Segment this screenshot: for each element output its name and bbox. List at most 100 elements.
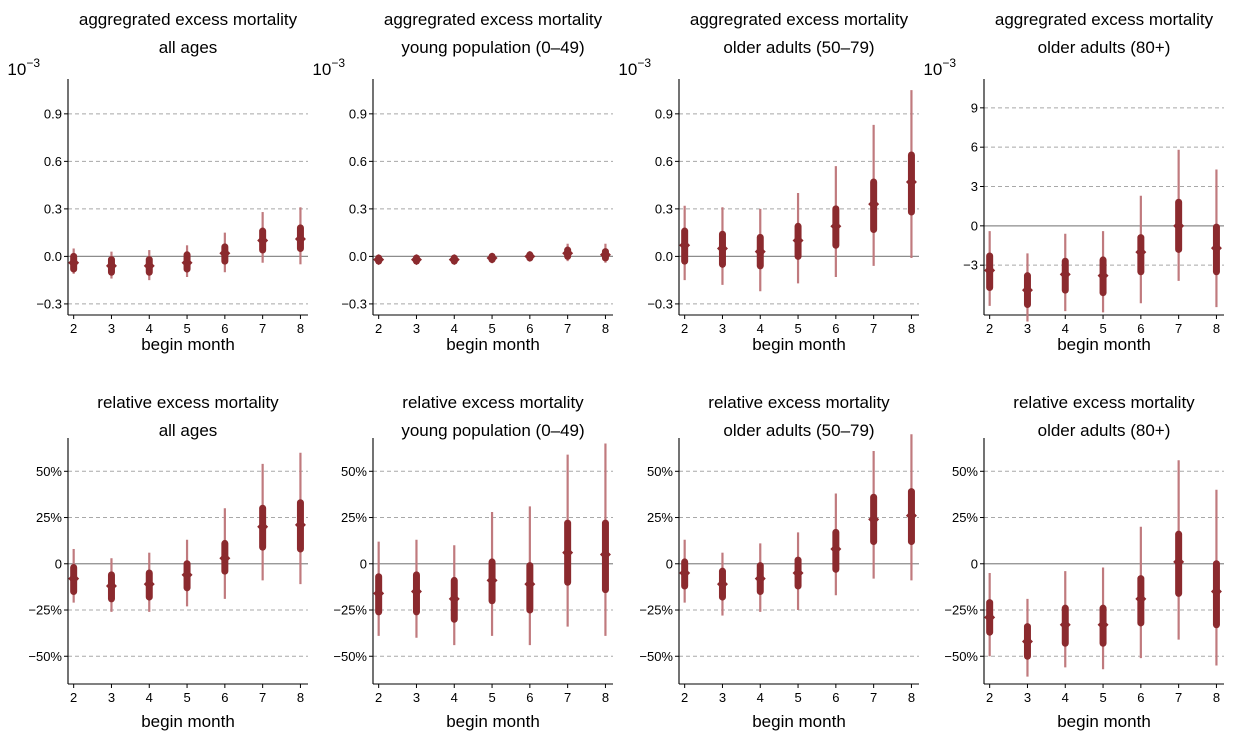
x-tick-label: 6: [221, 690, 228, 705]
y-tick-label: 0.6: [44, 154, 62, 169]
y-tick-label: −0.3: [36, 296, 62, 311]
panel-1: aggregrated excess mortality all ages −0.3…: [7, 10, 308, 354]
panel-3: aggregrated excess mortality older adults…: [618, 10, 919, 354]
panel-8: relative excess mortality older adults (8…: [944, 393, 1224, 731]
y-tick-label: 6: [971, 140, 978, 155]
estimate-point: [219, 552, 231, 564]
panel-title: all ages: [159, 38, 218, 57]
estimate-point: [868, 198, 880, 210]
panel-title: relative excess mortality: [1013, 393, 1195, 412]
multiplier-exponent: −3: [331, 56, 345, 70]
estimate-point: [754, 246, 766, 258]
estimate-point: [792, 235, 804, 247]
x-tick-label: 7: [1175, 690, 1182, 705]
x-axis-label: begin month: [1057, 712, 1151, 731]
x-tick-label: 7: [259, 690, 266, 705]
x-axis-label: begin month: [446, 335, 540, 354]
panel-title: older adults (50–79): [723, 38, 874, 57]
estimate-point: [294, 519, 306, 531]
y-tick-label: −25%: [944, 603, 978, 618]
estimate-point: [1021, 635, 1033, 647]
y-tick-label: 0.0: [655, 249, 673, 264]
y-tick-label: −0.3: [647, 296, 673, 311]
x-tick-label: 6: [526, 321, 533, 336]
x-tick-label: 7: [564, 321, 571, 336]
panel-6: relative excess mortality young populatio…: [333, 393, 613, 731]
estimate-point: [524, 250, 536, 262]
estimate-point: [1135, 593, 1147, 605]
estimate-point: [984, 264, 996, 276]
y-tick-label: 50%: [952, 464, 978, 479]
x-tick-label: 6: [832, 690, 839, 705]
panel-title: aggregrated excess mortality: [384, 10, 603, 29]
estimate-point: [1021, 284, 1033, 296]
y-tick-label: 0: [666, 556, 673, 571]
x-tick-label: 3: [1024, 321, 1031, 336]
x-tick-label: 2: [70, 690, 77, 705]
estimate-point: [1173, 220, 1185, 232]
x-tick-label: 5: [488, 321, 495, 336]
y-tick-label: 0.3: [349, 201, 367, 216]
x-axis-label: begin month: [446, 712, 540, 731]
estimate-point: [905, 510, 917, 522]
panel-title: aggregrated excess mortality: [995, 10, 1214, 29]
estimate-point: [373, 254, 385, 266]
estimate-point: [679, 567, 691, 579]
panel-title: older adults (80+): [1038, 421, 1171, 440]
x-tick-label: 3: [413, 690, 420, 705]
panel-5: relative excess mortality all ages −50% −25…: [28, 393, 308, 731]
y-tick-label: 50%: [341, 464, 367, 479]
x-tick-label: 5: [794, 690, 801, 705]
estimate-point: [448, 593, 460, 605]
axis-multiplier: 10−3: [618, 56, 651, 79]
multiplier-exponent: −3: [637, 56, 651, 70]
x-tick-label: 4: [1062, 321, 1069, 336]
estimate-point: [792, 567, 804, 579]
estimate-point: [1059, 268, 1071, 280]
multiplier-base: 10: [618, 60, 637, 79]
y-tick-label: −25%: [28, 603, 62, 618]
estimate-point: [410, 586, 422, 598]
x-tick-label: 4: [1062, 690, 1069, 705]
x-tick-label: 3: [413, 321, 420, 336]
multiplier-exponent: −3: [942, 56, 956, 70]
estimate-point: [294, 233, 306, 245]
y-tick-label: 0: [360, 556, 367, 571]
y-tick-label: 0.0: [44, 249, 62, 264]
x-axis-label: begin month: [752, 712, 846, 731]
x-tick-label: 7: [564, 690, 571, 705]
estimate-point: [562, 247, 574, 259]
estimate-point: [486, 574, 498, 586]
multiplier-base: 10: [312, 60, 331, 79]
estimate-point: [1210, 586, 1222, 598]
panel-title: aggregrated excess mortality: [690, 10, 909, 29]
estimate-point: [754, 573, 766, 585]
x-tick-label: 8: [1213, 321, 1220, 336]
panel-4: aggregrated excess mortality older adults…: [923, 10, 1224, 354]
estimate-point: [716, 242, 728, 254]
estimate-point: [1210, 242, 1222, 254]
x-tick-label: 5: [794, 321, 801, 336]
x-tick-label: 2: [375, 321, 382, 336]
estimate-point: [181, 257, 193, 269]
estimate-point: [905, 176, 917, 188]
estimate-point: [1059, 619, 1071, 631]
x-tick-label: 7: [259, 321, 266, 336]
estimate-point: [1097, 619, 1109, 631]
estimate-point: [257, 521, 269, 533]
estimate-point: [410, 254, 422, 266]
estimate-point: [68, 573, 80, 585]
x-tick-label: 4: [146, 321, 153, 336]
x-tick-label: 8: [602, 690, 609, 705]
x-tick-label: 4: [757, 690, 764, 705]
x-tick-label: 7: [1175, 321, 1182, 336]
y-tick-label: 50%: [36, 464, 62, 479]
x-tick-label: 3: [719, 690, 726, 705]
estimate-point: [373, 587, 385, 599]
x-tick-label: 7: [870, 690, 877, 705]
estimate-point: [1135, 246, 1147, 258]
estimate-point: [984, 611, 996, 623]
x-tick-label: 2: [681, 690, 688, 705]
axis-multiplier: 10−3: [7, 56, 40, 79]
panel-2: aggregrated excess mortality young popula…: [312, 10, 613, 354]
